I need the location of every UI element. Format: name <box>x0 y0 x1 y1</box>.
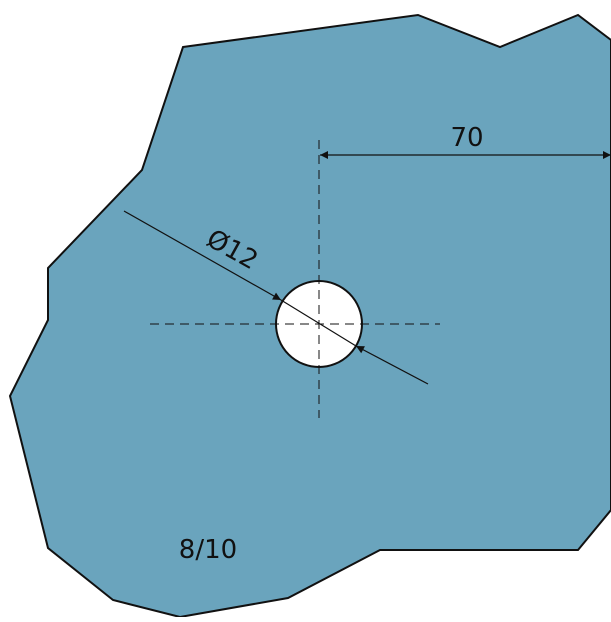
diameter-leader-chord <box>280 299 357 347</box>
diameter-leader-lower <box>355 345 429 385</box>
diameter-leader-upper <box>123 210 282 301</box>
dimension-label-70: 70 <box>450 123 483 153</box>
thickness-label: 8/10 <box>179 535 237 565</box>
